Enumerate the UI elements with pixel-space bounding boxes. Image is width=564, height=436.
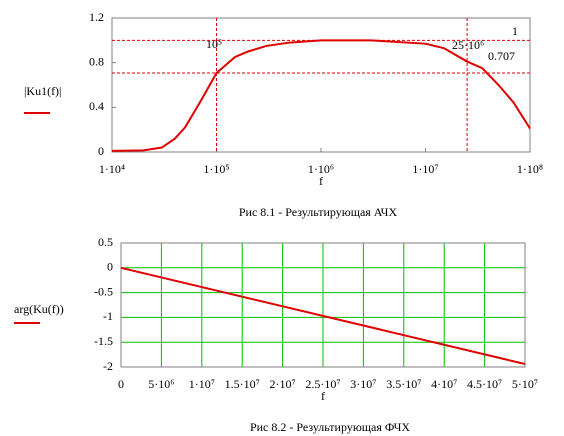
x-tick-label: 4·10⁷ xyxy=(431,377,457,391)
caption: Рис 8.1 - Результирующая АЧХ xyxy=(239,205,398,219)
y-tick-label: -1 xyxy=(103,309,113,323)
x-tick-label: 0 xyxy=(118,377,124,391)
x-tick-label: 1·10⁴ xyxy=(99,162,125,176)
caption: Рис 8.2 - Результирующая ФЧХ xyxy=(250,420,410,434)
x-axis-label: f xyxy=(319,174,323,188)
marker-label: 1 xyxy=(512,24,518,38)
y-tick-label: -1.5 xyxy=(94,334,113,348)
y-tick-label: -0.5 xyxy=(94,284,113,298)
x-tick-label: 2.5·10⁷ xyxy=(305,377,340,391)
y-tick-label: -2 xyxy=(103,359,113,373)
y-tick-label: 0.5 xyxy=(98,235,113,249)
marker-label: 25·10⁶ xyxy=(452,38,484,52)
y-tick-label: 0 xyxy=(107,260,113,274)
marker-label: 0.707 xyxy=(488,49,515,63)
marker-label: 10⁵ xyxy=(206,37,222,51)
data-line xyxy=(120,266,526,365)
y-tick-label: 0.8 xyxy=(89,54,104,68)
y-axis-label: arg(Ku(f)) xyxy=(14,302,64,316)
x-tick-label: 1·10⁸ xyxy=(517,162,543,176)
data-line xyxy=(111,39,531,152)
plot-frame xyxy=(111,17,531,153)
x-tick-label: 5·10⁷ xyxy=(512,377,538,391)
x-tick-label: 1·10⁷ xyxy=(412,162,438,176)
x-tick-label: 1·10⁷ xyxy=(189,377,215,391)
y-tick-label: 0 xyxy=(98,144,104,158)
x-tick-label: 2·10⁷ xyxy=(270,377,296,391)
y-tick-label: 0.4 xyxy=(89,99,104,113)
y-axis-label: |Ku1(f)| xyxy=(24,84,61,98)
plot-frame xyxy=(120,242,526,368)
x-tick-label: 5·10⁶ xyxy=(148,377,174,391)
x-tick-label: 4.5·10⁷ xyxy=(467,377,502,391)
x-tick-label: 3.5·10⁷ xyxy=(386,377,421,391)
y-tick-label: 1.2 xyxy=(89,10,104,24)
x-tick-label: 1·10⁵ xyxy=(203,162,229,176)
x-axis-label: f xyxy=(321,389,325,403)
x-tick-label: 3·10⁷ xyxy=(350,377,376,391)
x-tick-label: 1·10⁶ xyxy=(308,162,334,176)
x-tick-label: 1.5·10⁷ xyxy=(225,377,260,391)
